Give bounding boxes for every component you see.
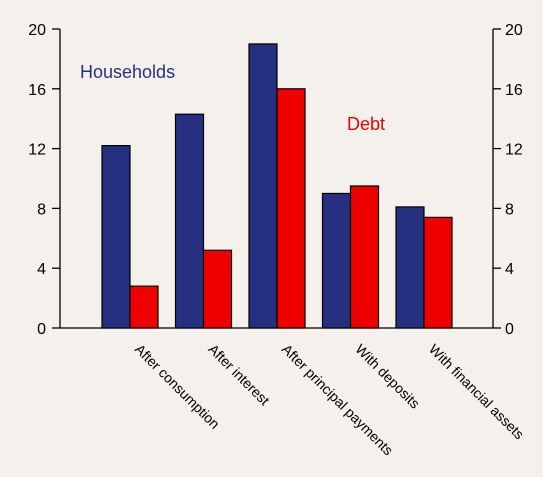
x-category-label: With deposits — [352, 341, 423, 412]
bar-households-with-financial-assets — [395, 206, 425, 329]
right-y-tick-label: 8 — [505, 201, 514, 218]
right-y-tick-label: 4 — [505, 261, 514, 278]
x-category-label: With financial assets — [426, 341, 528, 443]
left-y-tick-label: 4 — [37, 261, 46, 278]
bar-debt-after-principal-payments — [276, 88, 306, 329]
right-y-tick-label: 20 — [505, 22, 523, 39]
bar-households-after-principal-payments — [248, 43, 278, 329]
bar-households-after-consumption — [101, 145, 131, 329]
bar-debt-after-consumption — [129, 285, 159, 329]
right-y-tick-label: 0 — [505, 321, 514, 338]
bar-households-after-interest — [174, 113, 205, 329]
series-label-households: Households — [80, 62, 175, 82]
right-y-tick-label: 12 — [505, 142, 523, 159]
bar-debt-with-deposits — [349, 185, 380, 329]
left-y-tick-label: 12 — [28, 142, 46, 159]
right-y-tick-label: 16 — [505, 82, 523, 99]
left-y-tick-label: 16 — [28, 82, 46, 99]
series-label-debt: Debt — [347, 114, 385, 134]
left-y-tick-label: 8 — [37, 201, 46, 218]
left-y-axis: 0 4 8 12 16 20 — [28, 22, 60, 338]
bar-debt-after-interest — [202, 249, 233, 329]
bar-debt-with-financial-assets — [423, 216, 453, 329]
bars — [101, 43, 453, 329]
left-y-tick-label: 0 — [37, 321, 46, 338]
bar-households-with-deposits — [321, 192, 352, 329]
left-y-tick-label: 20 — [28, 22, 46, 39]
x-category-label: After interest — [205, 341, 273, 409]
right-y-axis: 0 4 8 12 16 20 — [493, 22, 523, 338]
